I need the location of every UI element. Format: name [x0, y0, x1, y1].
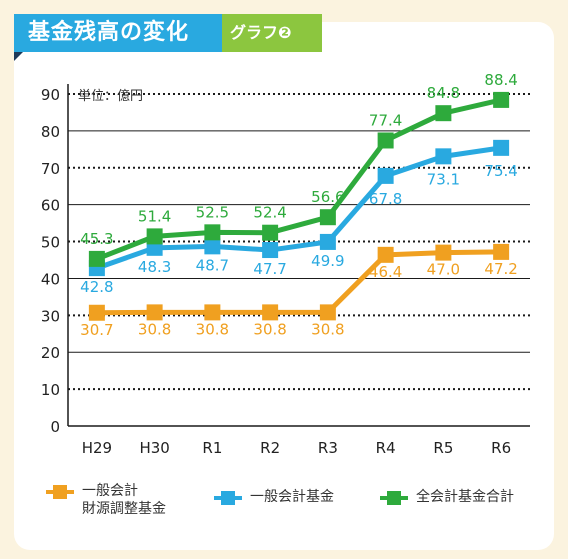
- data-label-general: 48.3: [138, 258, 171, 276]
- data-label-general: 73.1: [427, 170, 460, 188]
- y-tick-label: 80: [41, 123, 60, 141]
- legend-label-total: 全会計基金合計: [416, 489, 514, 505]
- data-point-general: [493, 139, 510, 156]
- y-tick-label: 10: [41, 381, 60, 399]
- series-lines: [88, 91, 510, 321]
- legend-swatch-general: [214, 491, 242, 505]
- data-point-fiscal: [262, 304, 279, 321]
- data-label-total: 51.4: [138, 207, 171, 225]
- data-label-fiscal: 30.8: [138, 320, 171, 338]
- data-point-fiscal: [88, 304, 105, 321]
- data-label-fiscal: 47.0: [427, 261, 460, 279]
- x-tick-label: R3: [318, 439, 338, 457]
- unit-label: 単位：億円: [78, 88, 143, 104]
- data-point-general: [435, 148, 452, 165]
- legend-label-general: 一般会計基金: [250, 489, 334, 505]
- data-label-general: 67.8: [369, 190, 402, 208]
- y-tick-label: 30: [41, 307, 60, 325]
- series-line-general: [96, 145, 502, 271]
- data-point-general: [204, 238, 221, 255]
- data-point-total: [146, 228, 163, 245]
- data-label-total: 56.6: [311, 188, 344, 206]
- x-tick-label: R6: [491, 439, 511, 457]
- chart-title: 基金残高の変化: [14, 14, 222, 52]
- legend-swatch-fiscal: [46, 485, 74, 499]
- x-tick-label: R5: [433, 439, 453, 457]
- line-chart: 0 10 20 30 40 50 60 70 80 90 H29 H30 R1 R2 R3 R4 R5 R6 30…: [41, 71, 530, 457]
- y-tick-label: 70: [41, 160, 60, 178]
- data-label-general: 49.9: [311, 252, 344, 270]
- data-label-total: 45.3: [80, 230, 113, 248]
- data-point-general: [262, 242, 279, 259]
- series-line-total: [95, 97, 502, 262]
- data-point-total: [435, 105, 452, 122]
- data-label-general: 42.8: [80, 278, 113, 296]
- data-label-total: 84.8: [427, 84, 460, 102]
- data-labels: 30.7 30.8 30.8 30.8 30.8 46.4 47.0 47.2 42.8 48.3…: [80, 71, 518, 339]
- data-label-total: 77.4: [369, 111, 402, 129]
- data-point-general: [319, 233, 336, 250]
- data-point-total: [88, 250, 105, 267]
- data-point-fiscal: [146, 304, 163, 321]
- data-label-total: 88.4: [484, 71, 517, 89]
- data-point-total: [377, 132, 394, 149]
- data-point-fiscal: [377, 246, 394, 263]
- data-point-total: [204, 224, 221, 241]
- data-point-fiscal: [319, 304, 336, 321]
- data-point-total: [319, 209, 336, 226]
- data-point-fiscal: [204, 304, 221, 321]
- data-label-fiscal: 30.8: [253, 320, 286, 338]
- title-tab-corner: [14, 52, 23, 61]
- legend-item-general: 一般会計基金: [214, 488, 334, 506]
- y-tick-label: 50: [41, 234, 60, 252]
- legend-swatch-total: [380, 491, 408, 505]
- axes: 0 10 20 30 40 50 60 70 80 90 H29 H30 R1 R2 R3 R4 R5 R6: [41, 84, 530, 457]
- x-tick-label: H29: [82, 439, 112, 457]
- data-point-general: [377, 167, 394, 184]
- y-tick-label: 90: [41, 86, 60, 104]
- chart-subtitle: グラフ❷: [222, 14, 322, 52]
- data-label-general: 75.4: [484, 162, 517, 180]
- y-tick-label: 60: [41, 197, 60, 215]
- x-tick-label: R2: [260, 439, 280, 457]
- data-point-fiscal: [435, 244, 452, 261]
- legend-item-fiscal: 一般会計 財源調整基金: [46, 482, 166, 518]
- data-label-total: 52.5: [196, 203, 229, 221]
- data-label-fiscal: 30.8: [311, 320, 344, 338]
- y-tick-label: 0: [50, 418, 60, 436]
- data-label-total: 52.4: [253, 204, 286, 222]
- x-tick-label: R1: [202, 439, 222, 457]
- data-label-general: 47.7: [253, 260, 286, 278]
- legend-label-fiscal: 一般会計 財源調整基金: [82, 483, 166, 517]
- data-label-fiscal: 30.7: [80, 321, 113, 339]
- data-point-fiscal: [493, 243, 510, 260]
- data-point-total: [262, 224, 279, 241]
- series-line-fiscal: [96, 249, 502, 316]
- data-point-total: [493, 91, 510, 108]
- data-label-general: 48.7: [196, 256, 229, 274]
- x-tick-label: H30: [139, 439, 169, 457]
- x-tick-label: R4: [376, 439, 396, 457]
- data-label-fiscal: 47.2: [484, 260, 517, 278]
- data-label-fiscal: 30.8: [196, 320, 229, 338]
- y-tick-label: 40: [41, 270, 60, 288]
- legend-item-total: 全会計基金合計: [380, 488, 514, 506]
- data-label-fiscal: 46.4: [369, 263, 402, 281]
- y-tick-label: 20: [41, 344, 60, 362]
